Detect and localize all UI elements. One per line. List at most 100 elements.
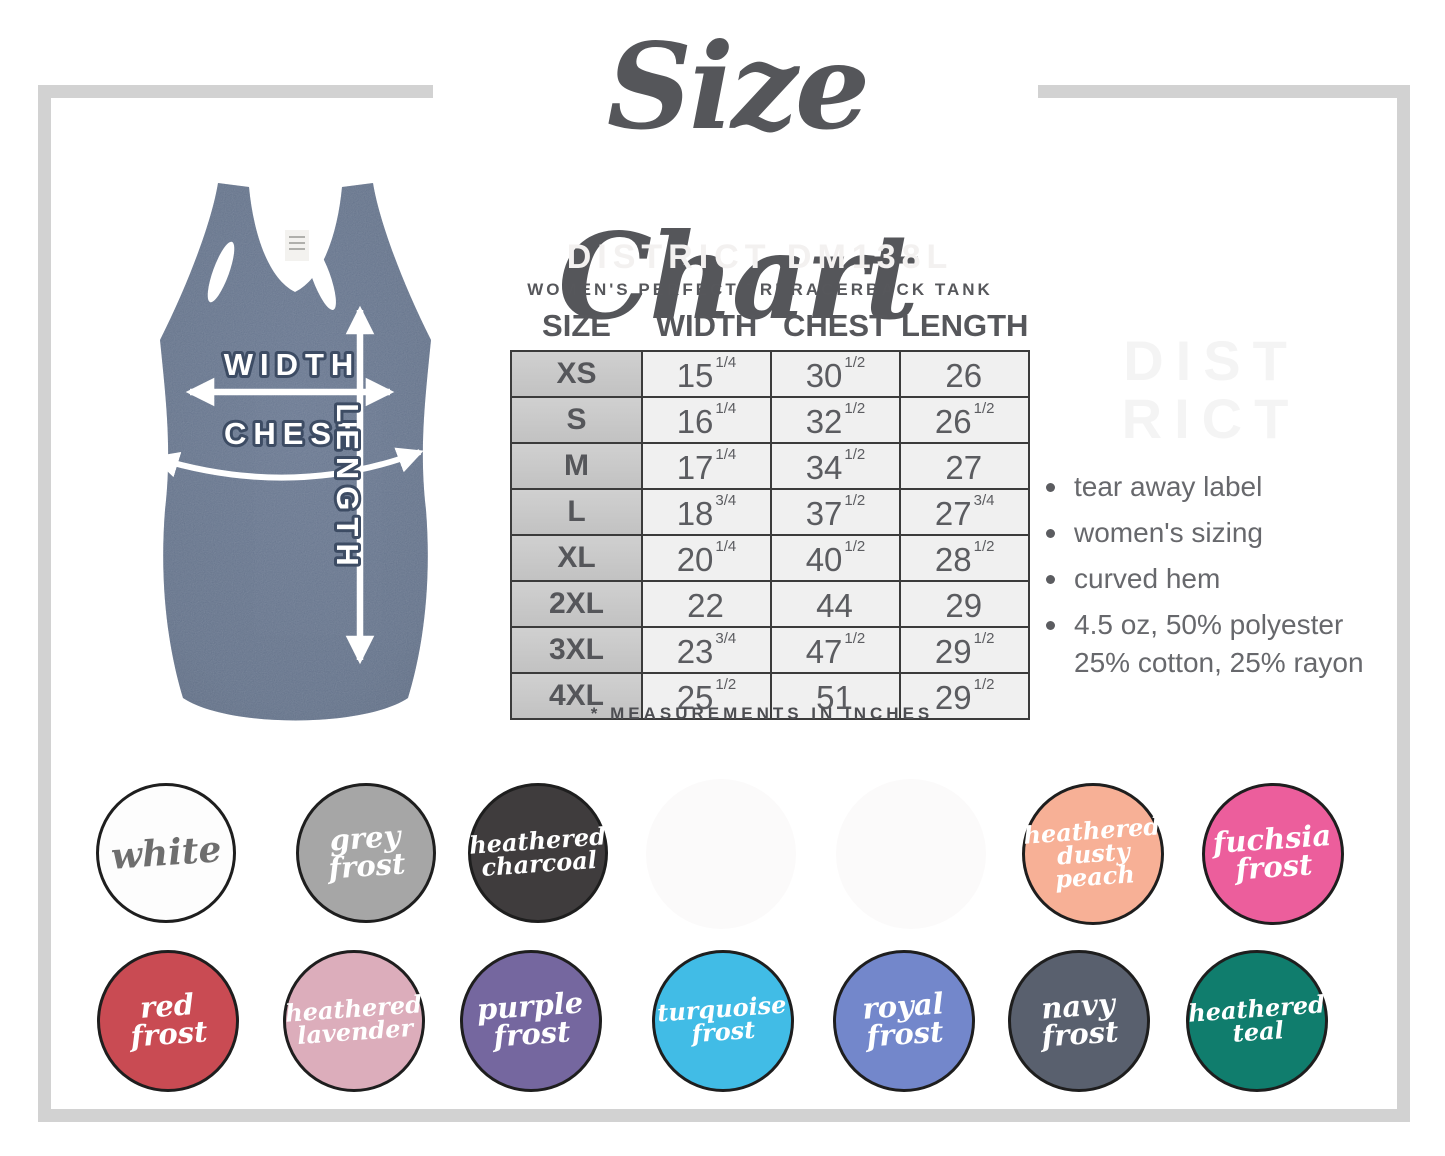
- width-value: 22: [641, 580, 772, 628]
- swatch-heathered-charcoal: heathered charcoal: [468, 783, 608, 923]
- style-code-watermark: DISTRICT DM138L: [566, 238, 954, 276]
- chest-value: 32 1/2: [770, 396, 901, 444]
- width-value: 15 1/4: [641, 350, 772, 398]
- frame-top-left-bar: [38, 85, 433, 98]
- swatch-heathered-teal: heathered teal: [1186, 950, 1328, 1092]
- size-label: 3XL: [510, 626, 643, 674]
- col-header-chest: CHEST: [782, 308, 889, 343]
- col-header-length: LENGTH: [901, 308, 1029, 343]
- swatch-label: red frost: [129, 987, 209, 1054]
- col-header-width: WIDTH: [655, 308, 758, 343]
- frame-left-bar: [38, 85, 51, 1122]
- frame-right-bar: [1397, 85, 1410, 1122]
- frame-bottom-bar: [38, 1109, 1410, 1122]
- table-row: 4XL 25 1/2 51 29 1/2: [510, 672, 1031, 720]
- chest-value: 51: [770, 672, 901, 720]
- size-label: 4XL: [510, 672, 643, 720]
- feature-list: tear away label women's sizing curved he…: [1040, 468, 1410, 690]
- swatch-label: fuchsia frost: [1211, 818, 1333, 887]
- swatch-purple-frost: purple frost: [460, 950, 602, 1092]
- length-value: 28 1/2: [898, 534, 1031, 582]
- swatch-red-frost: red frost: [97, 950, 239, 1092]
- length-value: 26 1/2: [898, 396, 1031, 444]
- width-value: 20 1/4: [641, 534, 772, 582]
- length-value: 26: [898, 350, 1031, 398]
- swatch-label: heathered lavender: [283, 989, 423, 1050]
- chest-arrow: CHEST: [152, 413, 424, 481]
- table-header-row: SIZE WIDTH CHEST LENGTH: [511, 302, 1029, 351]
- table-row: 2XL 22 44 29: [510, 580, 1031, 628]
- product-subtitle: WOMEN'S PERFECT TRI RACERBACK TANK: [527, 280, 993, 299]
- tank-top-diagram: WIDTH CHEST LENGTH: [128, 170, 463, 737]
- swatch-fuchsia-frost: fuchsia frost: [1202, 783, 1344, 925]
- table-row: XL 20 1/4 40 1/2 28 1/2: [510, 534, 1031, 582]
- bullet-icon: [1046, 483, 1055, 492]
- tank-top-illustration: WIDTH CHEST LENGTH: [152, 183, 431, 721]
- chest-value: 30 1/2: [770, 350, 901, 398]
- length-value: 29 1/2: [898, 672, 1031, 720]
- swatch-faded-1: [646, 779, 796, 929]
- swatch-label: purple frost: [475, 985, 585, 1054]
- bullet-icon: [1046, 529, 1055, 538]
- chest-value: 47 1/2: [770, 626, 901, 674]
- frame-top-right-bar: [1038, 85, 1410, 98]
- swatch-heathered-lavender: heathered lavender: [283, 950, 425, 1092]
- swatch-label: heathered charcoal: [467, 821, 607, 882]
- width-value: 23 3/4: [641, 626, 772, 674]
- size-label: 2XL: [510, 580, 643, 628]
- chest-value: 44: [770, 580, 901, 628]
- feature-item: 4.5 oz, 50% polyester 25% cotton, 25% ray…: [1040, 606, 1410, 682]
- page-title: Size Chart: [558, 17, 919, 346]
- length-arrow-label: LENGTH: [330, 403, 365, 572]
- armhole-gap-left: [207, 241, 235, 303]
- size-label: S: [510, 396, 643, 444]
- swatch-navy-frost: navy frost: [1008, 950, 1150, 1092]
- measurements-caption: * MEASUREMENTS IN INCHES: [590, 704, 934, 723]
- size-label: XS: [510, 350, 643, 398]
- swatch-label: [715, 854, 727, 855]
- swatch-label: grey frost: [327, 819, 407, 886]
- swatch-label: heathered teal: [1186, 989, 1326, 1048]
- swatch-heathered-dusty-peach: heathered dusty peach: [1022, 783, 1164, 925]
- length-value: 29 1/2: [898, 626, 1031, 674]
- swatch-label: turquoise frost: [656, 989, 788, 1049]
- swatch-royal-frost: royal frost: [833, 950, 975, 1092]
- chest-value: 40 1/2: [770, 534, 901, 582]
- length-value: 29: [898, 580, 1031, 628]
- length-value: 27 3/4: [898, 488, 1031, 536]
- width-arrow-label: WIDTH: [224, 347, 361, 382]
- chest-value: 34 1/2: [770, 442, 901, 490]
- chest-arrow-label: CHEST: [224, 416, 364, 451]
- length-value: 27: [898, 442, 1031, 490]
- swatch-turquoise-frost: turquoise frost: [652, 950, 794, 1092]
- size-label: XL: [510, 534, 643, 582]
- col-header-size: SIZE: [542, 308, 611, 343]
- feature-item: women's sizing: [1040, 514, 1410, 552]
- size-label: M: [510, 442, 643, 490]
- swatch-label: [905, 854, 917, 855]
- length-arrow: LENGTH: [327, 305, 375, 665]
- table-row: M 17 1/4 34 1/2 27: [510, 442, 1031, 490]
- swatch-grey-frost: grey frost: [296, 783, 436, 923]
- swatch-white: white: [96, 783, 236, 923]
- brand-watermark: DIST RICT: [1121, 329, 1301, 450]
- armhole-gap-right: [306, 242, 336, 310]
- bullet-icon: [1046, 575, 1055, 584]
- width-value: 16 1/4: [641, 396, 772, 444]
- size-label: L: [510, 488, 643, 536]
- swatch-label: navy frost: [1040, 986, 1120, 1054]
- swatch-label: white: [109, 828, 223, 878]
- width-value: 17 1/4: [641, 442, 772, 490]
- swatch-label: royal frost: [861, 986, 945, 1054]
- feature-item: tear away label: [1040, 468, 1410, 506]
- table-row: L 18 3/4 37 1/2 27 3/4: [510, 488, 1031, 536]
- feature-item: curved hem: [1040, 560, 1410, 598]
- table-row: XS 15 1/4 30 1/2 26: [510, 350, 1031, 398]
- size-table: SIZE WIDTH CHEST LENGTH XS 15 1/4 30 1/2 2…: [510, 302, 1031, 720]
- table-row: S 16 1/4 32 1/2 26 1/2: [510, 396, 1031, 444]
- chest-value: 37 1/2: [770, 488, 901, 536]
- width-value: 25 1/2: [641, 672, 772, 720]
- bullet-icon: [1046, 621, 1055, 630]
- width-value: 18 3/4: [641, 488, 772, 536]
